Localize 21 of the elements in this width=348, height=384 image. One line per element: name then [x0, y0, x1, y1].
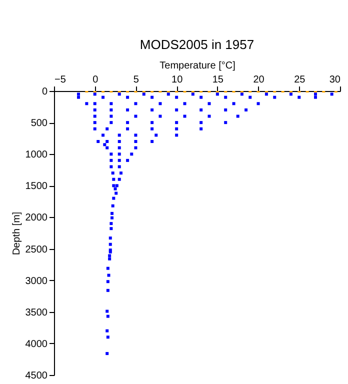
y-tick-label: 0 — [42, 86, 48, 98]
x-tick-label: 20 — [253, 74, 265, 86]
chart-title: MODS2005 in 1957 — [140, 37, 254, 52]
x-tick-label: 5 — [133, 74, 140, 86]
y-tick-label: 500 — [30, 118, 48, 130]
x-tick-label: 10 — [172, 74, 184, 86]
y-tick-label: 1000 — [25, 150, 48, 161]
x-tick-label: −5 — [54, 74, 66, 86]
y-tick-label: 4000 — [25, 338, 48, 350]
y-tick-label: 4500 — [25, 370, 48, 382]
y-tick-label: 1500 — [25, 181, 48, 192]
x-axis-title: Temperature [°C] — [160, 60, 236, 72]
y-tick-label: 2000 — [25, 212, 48, 224]
x-tick-label: 15 — [212, 74, 224, 86]
y-tick-label: 3000 — [25, 276, 48, 287]
x-tick-label: 0 — [92, 74, 99, 86]
y-tick-label: 2500 — [25, 244, 48, 256]
x-tick-label: 30 — [329, 74, 341, 86]
y-axis-title: Depth [m] — [11, 212, 22, 256]
y-tick-label: 3500 — [25, 307, 48, 318]
x-tick-label: 25 — [294, 74, 306, 86]
